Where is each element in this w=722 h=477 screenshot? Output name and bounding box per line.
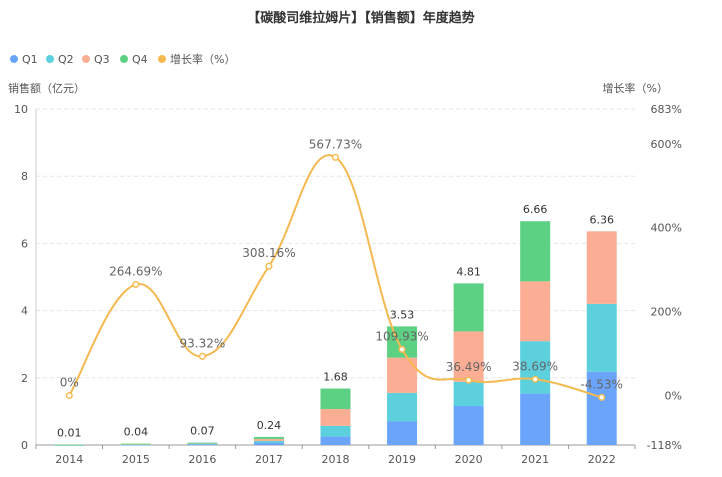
y-tick-right-4: 0% (665, 390, 682, 403)
legend-marker-1[interactable] (10, 55, 18, 63)
legend-marker-3[interactable] (82, 55, 90, 63)
legend-label-4[interactable]: Q4 (132, 53, 148, 66)
y-tick-left-6: 6 (21, 237, 28, 250)
legend-label-1[interactable]: Q1 (22, 53, 38, 66)
growth-label-2014: 0% (60, 376, 79, 390)
bar-q4-2021[interactable] (520, 221, 551, 282)
bar-q2-2016[interactable] (187, 443, 218, 445)
bar-q1-2020[interactable] (453, 406, 484, 445)
y-tick-left-4: 4 (21, 305, 28, 318)
total-label-2014: 0.01 (57, 427, 82, 440)
y-tick-right-2: 400% (651, 222, 682, 235)
y-tick-left-0: 0 (21, 439, 28, 452)
bar-q1-2016[interactable] (187, 444, 218, 446)
growth-point-2021[interactable] (531, 375, 539, 383)
y-axis-left-title: 销售额（亿元） (8, 81, 85, 95)
legend-label-2[interactable]: Q2 (58, 53, 74, 66)
growth-label-2016: 93.32% (180, 336, 226, 350)
bar-q2-2018[interactable] (320, 425, 351, 437)
growth-line[interactable] (68, 154, 602, 399)
growth-point-2015[interactable] (132, 280, 140, 289)
bar-q2-2019[interactable] (387, 392, 418, 422)
total-label-2019: 3.53 (390, 308, 415, 321)
growth-label-2020: 36.49% (446, 360, 492, 374)
legend-marker-4[interactable] (120, 55, 128, 63)
y-tick-left-8: 8 (21, 170, 28, 183)
growth-point-2017[interactable] (265, 262, 273, 270)
bar-q4-2015[interactable] (120, 443, 151, 445)
bar-q2-2021[interactable] (520, 341, 551, 394)
y-tick-right-3: 200% (651, 306, 682, 319)
growth-point-2022[interactable] (598, 393, 606, 401)
y-axis-right-title: 增长率（%） (603, 81, 668, 95)
growth-point-2019[interactable] (398, 345, 406, 353)
bar-q1-2017[interactable] (253, 442, 284, 445)
bar-q3-2017[interactable] (253, 438, 284, 441)
legend-marker-2[interactable] (46, 55, 54, 63)
y-tick-left-2: 2 (21, 372, 28, 385)
total-label-2020: 4.81 (456, 265, 481, 278)
bar-q1-2021[interactable] (520, 393, 551, 445)
bar-q3-2018[interactable] (320, 409, 351, 426)
growth-point-2018[interactable] (331, 153, 340, 161)
x-tick-2022: 2022 (588, 453, 616, 466)
growth-point-2020[interactable] (465, 376, 473, 384)
bar-q3-2019[interactable] (387, 357, 418, 393)
total-label-2018: 1.68 (323, 371, 348, 384)
chart-title: 【碳酸司维拉姆片】【销售额】年度趋势 (247, 10, 475, 26)
legend-label-5[interactable]: 增长率（%） (170, 52, 235, 66)
growth-label-2019: 109.93% (375, 329, 428, 343)
legend-marker-5[interactable] (158, 55, 166, 63)
growth-label-2017: 308.16% (242, 246, 295, 260)
x-tick-2016: 2016 (188, 453, 216, 466)
total-label-2015: 0.04 (124, 426, 149, 439)
bar-q4-2014[interactable] (54, 444, 85, 446)
x-tick-2020: 2020 (455, 453, 483, 466)
bar-q1-2018[interactable] (320, 436, 351, 445)
bar-q4-2020[interactable] (453, 283, 484, 332)
x-tick-2018: 2018 (322, 453, 350, 466)
x-tick-2019: 2019 (388, 453, 416, 466)
legend-label-3[interactable]: Q3 (94, 53, 110, 66)
growth-label-2022: -4.53% (580, 377, 622, 391)
bar-q2-2020[interactable] (453, 381, 484, 407)
bar-q2-2022[interactable] (586, 303, 617, 372)
bar-q3-2021[interactable] (520, 281, 551, 342)
bar-q3-2022[interactable] (586, 231, 617, 304)
bar-q4-2018[interactable] (320, 388, 351, 410)
total-label-2016: 0.07 (190, 425, 215, 438)
x-tick-2021: 2021 (521, 453, 549, 466)
growth-label-2021: 38.69% (512, 359, 558, 373)
y-tick-right-1: 600% (651, 138, 682, 151)
x-tick-2014: 2014 (55, 453, 83, 466)
bar-q3-2020[interactable] (453, 331, 484, 382)
bar-q2-2017[interactable] (253, 440, 284, 443)
growth-point-2016[interactable] (198, 352, 206, 360)
y-tick-left-10: 10 (14, 103, 28, 116)
growth-label-2018: 567.73% (309, 137, 362, 151)
y-tick-right-5: -118% (647, 439, 682, 452)
y-tick-right-0: 683% (651, 103, 682, 116)
bar-q4-2017[interactable] (253, 436, 284, 439)
x-tick-2017: 2017 (255, 453, 283, 466)
total-label-2017: 0.24 (257, 419, 282, 432)
bar-q1-2022[interactable] (586, 371, 617, 445)
total-label-2021: 6.66 (523, 203, 548, 216)
growth-point-2014[interactable] (65, 391, 73, 400)
x-tick-2015: 2015 (122, 453, 150, 466)
bar-q4-2016[interactable] (187, 442, 218, 444)
total-label-2022: 6.36 (589, 213, 614, 226)
bar-q1-2019[interactable] (387, 421, 418, 445)
growth-label-2015: 264.69% (109, 264, 162, 278)
